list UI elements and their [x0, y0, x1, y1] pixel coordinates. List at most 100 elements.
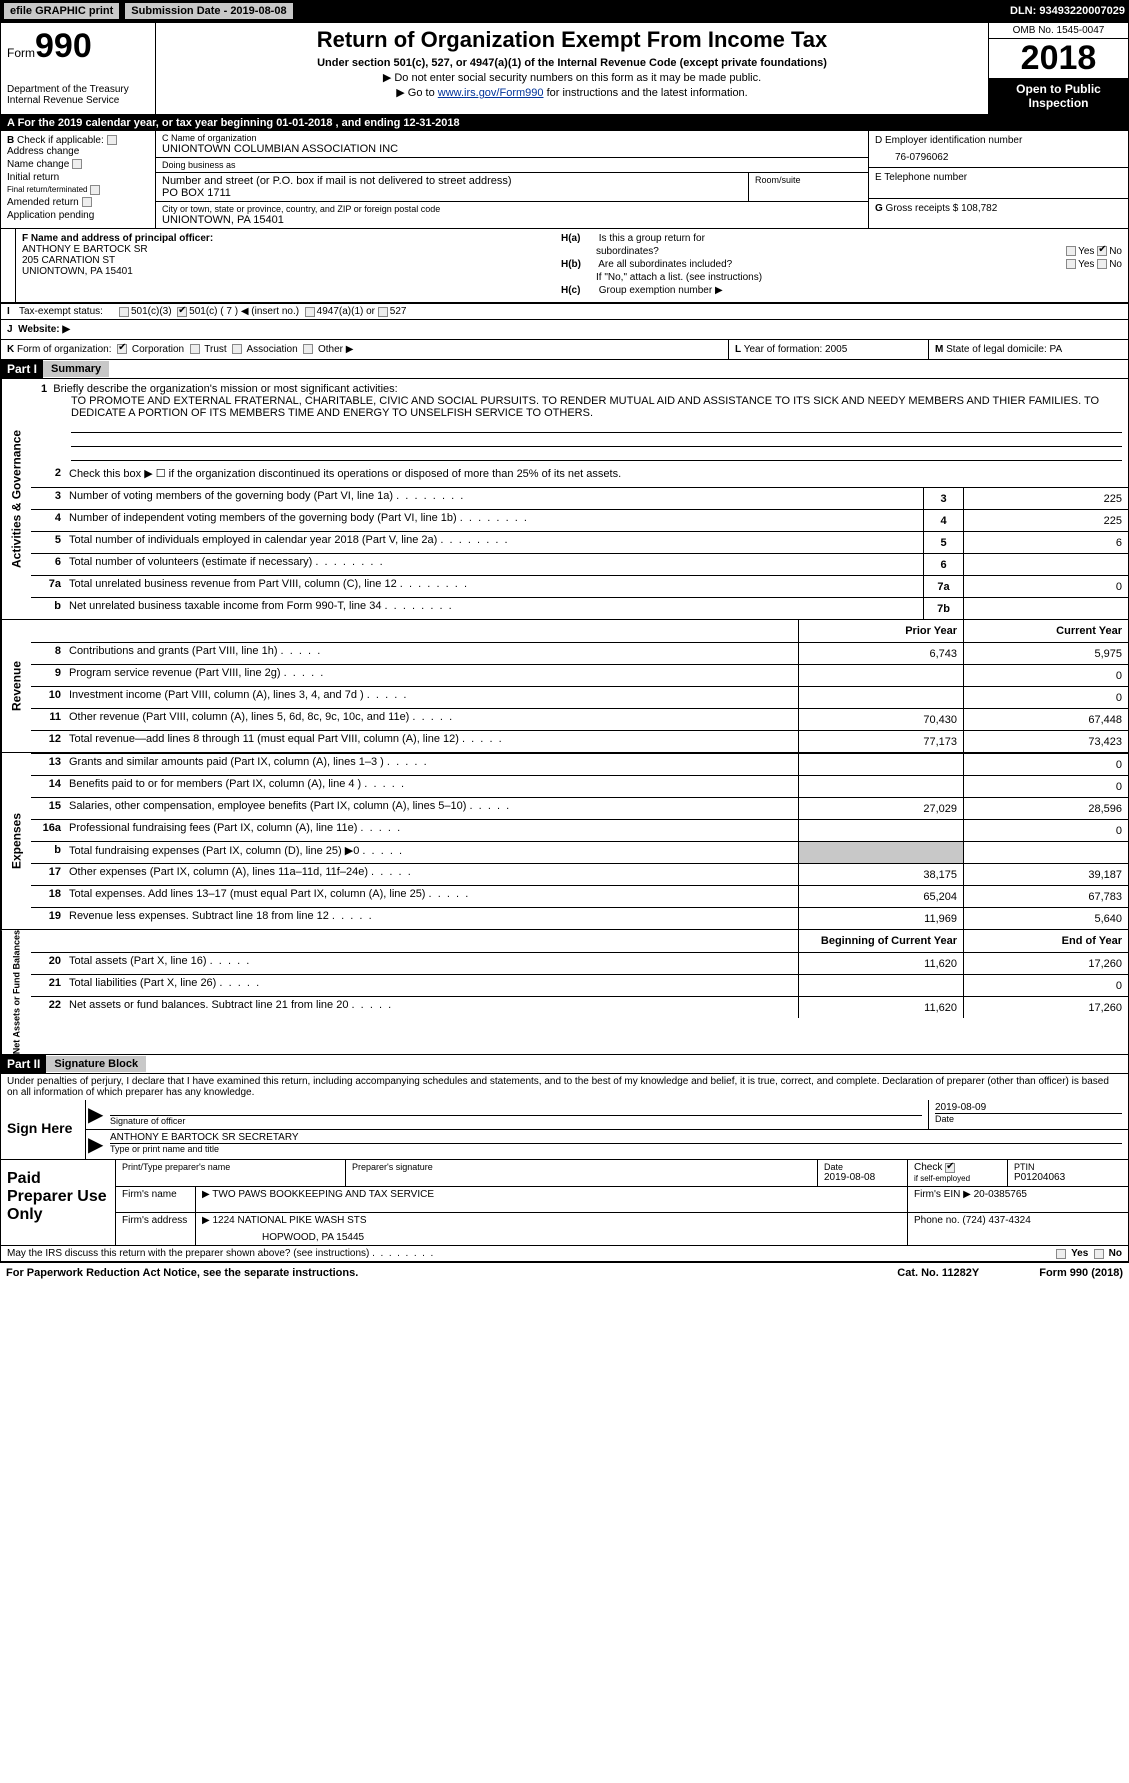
submission-date: Submission Date - 2019-08-08 [125, 3, 292, 19]
curr-val: 0 [963, 687, 1128, 708]
form-subtitle2: ▶ Do not enter social security numbers o… [164, 71, 980, 84]
line-no: 20 [31, 953, 65, 974]
prior-val: 27,029 [798, 798, 963, 819]
curr-val: 39,187 [963, 864, 1128, 885]
prep-col2: Preparer's signature [352, 1162, 811, 1172]
checkbox-icon[interactable] [107, 135, 117, 145]
data-line: 9 Program service revenue (Part VIII, li… [31, 664, 1128, 686]
omb-number: OMB No. 1545-0047 [989, 23, 1128, 39]
checkbox-checked-icon[interactable] [945, 1163, 955, 1173]
paid-preparer-section: Paid Preparer Use Only Print/Type prepar… [1, 1160, 1128, 1246]
hc-q: Group exemption number ▶ [599, 285, 723, 296]
final-footer: For Paperwork Reduction Act Notice, see … [0, 1263, 1129, 1283]
col-d: D Employer identification number 76-0796… [868, 131, 1128, 228]
checkbox-icon[interactable] [1066, 246, 1076, 256]
line-no: 4 [31, 510, 65, 531]
blank-line [71, 435, 1122, 447]
b-check-label: Check if applicable: [17, 135, 104, 146]
curr-val: 5,975 [963, 643, 1128, 664]
col-h: H(a) Is this a group return for subordin… [555, 229, 1128, 302]
part2-label: Part II [1, 1055, 46, 1073]
no-lbl: No [1109, 1248, 1122, 1259]
opt-initial: Initial return [7, 172, 149, 183]
line-desc: Salaries, other compensation, employee b… [65, 798, 798, 819]
checkbox-icon[interactable] [90, 185, 100, 195]
checkbox-icon[interactable] [72, 159, 82, 169]
sub3-post: for instructions and the latest informat… [544, 87, 748, 99]
curr-val: 5,640 [963, 908, 1128, 929]
l-lbl: L [735, 344, 741, 355]
checkbox-icon[interactable] [232, 344, 242, 354]
c-room-lbl: Room/suite [748, 173, 868, 201]
firm-addr1: ▶ 1224 NATIONAL PIKE WASH STS [202, 1215, 901, 1226]
k-opt4: Other ▶ [318, 344, 353, 355]
data-line: 21 Total liabilities (Part X, line 26) 0 [31, 974, 1128, 996]
checkbox-checked-icon[interactable] [177, 307, 187, 317]
gov-line: b Net unrelated business taxable income … [31, 597, 1128, 619]
prior-year-hdr: Prior Year [798, 620, 963, 642]
form-number: 990 [35, 27, 92, 65]
curr-val: 73,423 [963, 731, 1128, 752]
checkbox-icon[interactable] [1066, 259, 1076, 269]
checkbox-icon[interactable] [378, 307, 388, 317]
line-no: 18 [31, 886, 65, 907]
data-line: 17 Other expenses (Part IX, column (A), … [31, 863, 1128, 885]
col-f: F Name and address of principal officer:… [15, 229, 555, 302]
line-no: 2 [31, 465, 65, 487]
current-year-hdr: Current Year [963, 620, 1128, 642]
b-label: B [7, 135, 14, 146]
declaration: Under penalties of perjury, I declare th… [1, 1074, 1128, 1100]
date-lbl: Date [935, 1114, 1122, 1124]
data-line: 16a Professional fundraising fees (Part … [31, 819, 1128, 841]
ha-lbl: H(a) [561, 233, 596, 244]
k-opt2: Trust [204, 344, 226, 355]
line-desc: Revenue less expenses. Subtract line 18 … [65, 908, 798, 929]
c-dba-lbl: Doing business as [162, 160, 862, 170]
part2-title: Signature Block [46, 1056, 146, 1072]
gov-line: 6 Total number of volunteers (estimate i… [31, 553, 1128, 575]
checkbox-icon[interactable] [305, 307, 315, 317]
checkbox-icon[interactable] [190, 344, 200, 354]
col-header-row-net: Beginning of Current Year End of Year [31, 930, 1128, 952]
j-text: Website: ▶ [18, 324, 70, 335]
line-box: 4 [923, 510, 963, 531]
i-opt2: 501(c) ( 7 ) ◀ (insert no.) [189, 306, 299, 317]
checkbox-icon[interactable] [82, 197, 92, 207]
prior-val [798, 754, 963, 775]
checkbox-checked-icon[interactable] [117, 344, 127, 354]
firm-ein-lbl: Firm's EIN ▶ [914, 1189, 971, 1200]
checkbox-icon[interactable] [303, 344, 313, 354]
k-lbl: K [7, 344, 14, 355]
arrow-icon: ▶ [86, 1100, 104, 1129]
footer-left: For Paperwork Reduction Act Notice, see … [6, 1267, 358, 1279]
line-desc: Investment income (Part VIII, column (A)… [65, 687, 798, 708]
data-line: 20 Total assets (Part X, line 16) 11,620… [31, 952, 1128, 974]
line-no: 15 [31, 798, 65, 819]
f-line3: UNIONTOWN, PA 15401 [22, 266, 549, 277]
i-opt3: 4947(a)(1) or [317, 306, 375, 317]
checkbox-icon[interactable] [119, 307, 129, 317]
checkbox-icon[interactable] [1094, 1249, 1104, 1259]
checkbox-icon[interactable] [1097, 259, 1107, 269]
line-desc: Total unrelated business revenue from Pa… [65, 576, 923, 597]
prior-val: 11,620 [798, 953, 963, 974]
tax-year: 2018 [989, 39, 1128, 78]
no-lbl: No [1109, 246, 1122, 257]
data-line: 15 Salaries, other compensation, employe… [31, 797, 1128, 819]
yes-lbl: Yes [1078, 259, 1094, 270]
gov-line: 7a Total unrelated business revenue from… [31, 575, 1128, 597]
line-val [963, 598, 1128, 619]
firm-addr-lbl: Firm's address [116, 1213, 196, 1245]
side-label-net: Net Assets or Fund Balances [1, 930, 31, 1054]
irs-link[interactable]: www.irs.gov/Form990 [438, 87, 544, 99]
line-desc: Total expenses. Add lines 13–17 (must eq… [65, 886, 798, 907]
top-bar: efile GRAPHIC print Submission Date - 20… [0, 0, 1129, 22]
checkbox-icon[interactable] [1056, 1249, 1066, 1259]
line-desc: Check this box ▶ ☐ if the organization d… [65, 465, 1128, 487]
firm-ein: 20-0385765 [974, 1189, 1027, 1200]
checkbox-checked-icon[interactable] [1097, 246, 1107, 256]
data-line: 18 Total expenses. Add lines 13–17 (must… [31, 885, 1128, 907]
prior-val: 77,173 [798, 731, 963, 752]
side-label-ag: Activities & Governance [1, 379, 31, 619]
prep-col4-txt: if self-employed [914, 1174, 970, 1183]
